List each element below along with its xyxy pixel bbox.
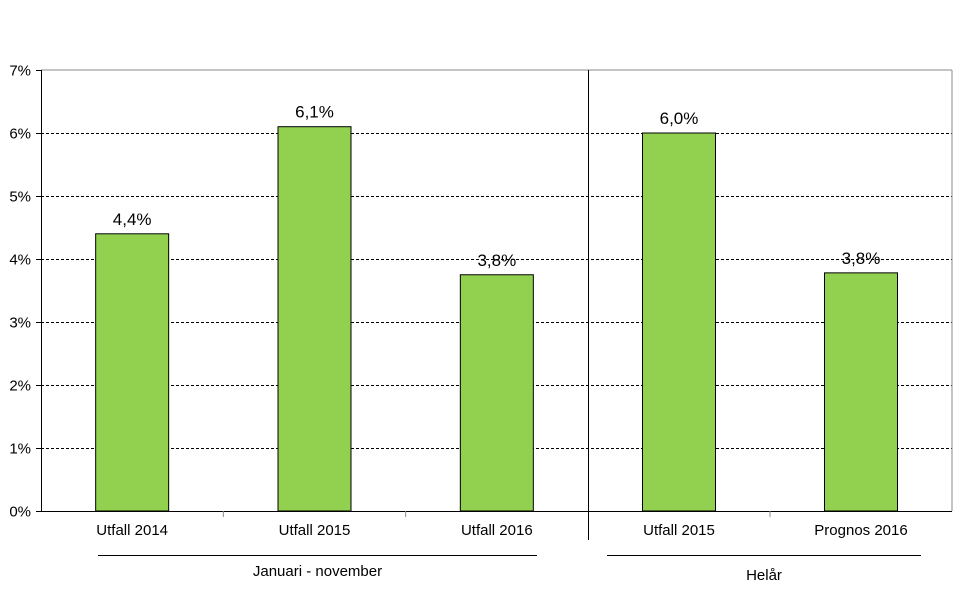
- group-label: Helår: [746, 567, 782, 584]
- group-labels: Januari - november Helår: [98, 555, 921, 584]
- y-tick-label: 1%: [9, 441, 31, 458]
- data-label: 6,1%: [295, 103, 334, 122]
- y-tick-label: 2%: [9, 378, 31, 395]
- y-tick-label: 3%: [9, 315, 31, 332]
- bar: [95, 233, 170, 512]
- bars: [95, 126, 898, 512]
- group-label: Januari - november: [253, 563, 382, 580]
- data-label: 3,8%: [842, 249, 881, 268]
- x-category-label: Utfall 2015: [279, 522, 351, 539]
- x-category-label: Utfall 2016: [461, 522, 533, 539]
- x-category-label: Utfall 2014: [96, 522, 168, 539]
- data-label: 3,8%: [477, 251, 516, 270]
- y-tick-label: 4%: [9, 252, 31, 269]
- y-axis-ticks: 0% 1% 2% 3% 4% 5% 6% 7%: [9, 63, 41, 521]
- data-label: 6,0%: [660, 109, 699, 128]
- bar: [459, 274, 534, 512]
- data-labels: 4,4% 6,1% 3,8% 6,0% 3,8%: [113, 103, 881, 270]
- y-tick-label: 0%: [9, 504, 31, 521]
- x-category-label: Prognos 2016: [814, 522, 907, 539]
- bar: [642, 132, 716, 512]
- y-tick-label: 5%: [9, 189, 31, 206]
- bar: [277, 126, 352, 512]
- data-label: 4,4%: [113, 210, 152, 229]
- y-tick-label: 7%: [9, 63, 31, 80]
- axes: [41, 69, 953, 540]
- y-tick-label: 6%: [9, 126, 31, 143]
- x-axis-categories: Utfall 2014 Utfall 2015 Utfall 2016 Utfall …: [96, 522, 907, 539]
- x-category-label: Utfall 2015: [643, 522, 715, 539]
- bar: [824, 272, 898, 512]
